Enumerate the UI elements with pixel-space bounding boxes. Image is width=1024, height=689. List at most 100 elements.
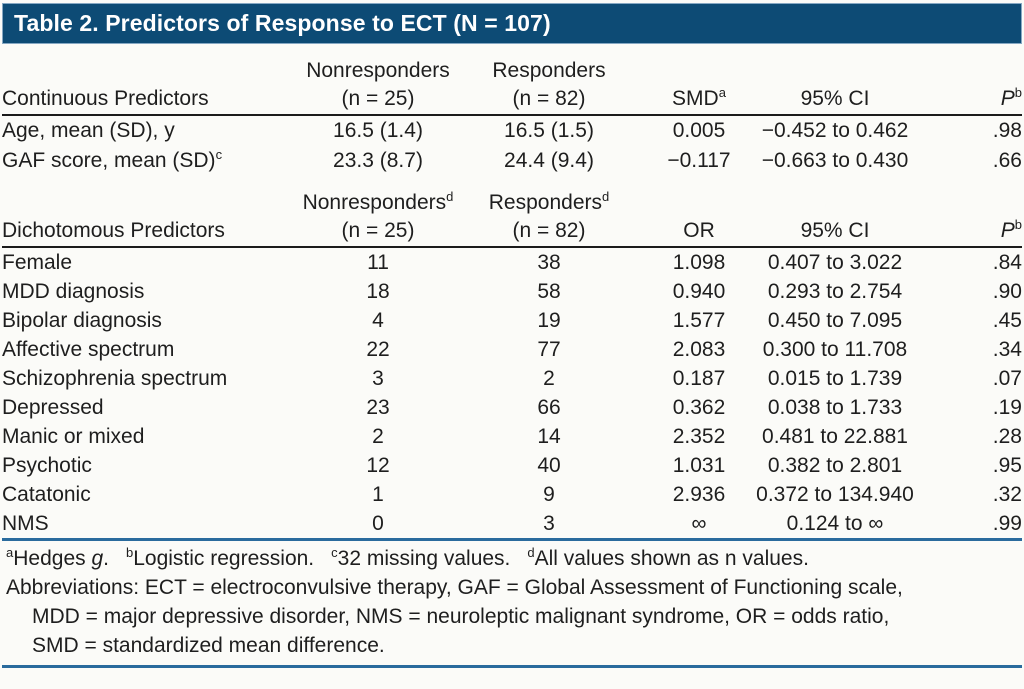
- cell-p: .99: [992, 512, 1022, 535]
- col-header-responders-n: (n = 82): [454, 216, 644, 248]
- cell-ci: −0.452 to 0.462: [761, 119, 909, 142]
- abbreviations-line-2: MDD = major depressive disorder, NMS = n…: [32, 605, 890, 628]
- col-header-nonresponders: Nonrespondersd: [302, 189, 454, 214]
- dichotomous-header-line1: Nonrespondersd Respondersd: [2, 176, 1022, 216]
- col-header-ci: 95% CI: [754, 216, 916, 248]
- spacer-cell: [916, 176, 1022, 216]
- cell-stat: 0.362: [672, 396, 726, 419]
- cell-label: GAF score, mean (SD)c: [2, 147, 223, 172]
- cell-stat: 1.577: [672, 309, 726, 332]
- cell-p: .98: [992, 119, 1022, 142]
- cell-responders: 14: [537, 425, 561, 448]
- spacer-cell: [754, 176, 916, 216]
- superscript: d: [602, 189, 610, 204]
- superscript: c: [331, 545, 338, 560]
- dichotomous-header-line2: Dichotomous Predictors (n = 25) (n = 82)…: [2, 216, 1022, 248]
- table-row: Schizophrenia spectrum 3 2 0.187 0.015 to 1.…: [2, 364, 1022, 393]
- cell-responders: 19: [537, 309, 561, 332]
- footnote-a: aHedges g.: [6, 545, 109, 570]
- cell-ci: 0.124 to ∞: [786, 512, 884, 535]
- cell-label: Catatonic: [2, 483, 91, 506]
- cell-stat: 0.940: [672, 280, 726, 303]
- table-row: Psychotic 12 40 1.031 0.382 to 2.801 .95: [2, 451, 1022, 480]
- cell-ci: 0.407 to 3.022: [767, 251, 903, 274]
- cell-ci: 0.015 to 1.739: [767, 367, 903, 390]
- continuous-header: Nonresponders Responders Continuous Pred…: [2, 44, 1022, 116]
- cell-responders: 66: [537, 396, 561, 419]
- col-header-responders: Responders: [492, 59, 606, 82]
- col-header-responders-n: (n = 82): [454, 84, 644, 116]
- cell-responders: 77: [537, 338, 561, 361]
- cell-stat: −0.117: [667, 149, 731, 172]
- footnotes: aHedges g. bLogistic regression. c32 missi…: [2, 538, 1022, 668]
- cell-ci: 0.450 to 7.095: [767, 309, 903, 332]
- cell-label: Schizophrenia spectrum: [2, 367, 228, 390]
- cell-ci: 0.372 to 134.940: [756, 483, 914, 506]
- cell-label: Female: [2, 251, 73, 274]
- spacer-cell: [644, 44, 754, 84]
- cell-label: Psychotic: [2, 454, 92, 477]
- superscript: b: [125, 545, 134, 560]
- cell-p: .19: [992, 396, 1022, 419]
- cell-nonresponders: 12: [366, 454, 390, 477]
- cell-ci: 0.481 to 22.881: [762, 425, 908, 448]
- cell-responders: 3: [543, 512, 555, 535]
- cell-label: Depressed: [2, 396, 104, 419]
- col-header-p: Pb: [916, 84, 1022, 116]
- cell-label: NMS: [2, 512, 49, 535]
- spacer-cell: [644, 176, 754, 216]
- superscript: d: [527, 545, 535, 560]
- cell-nonresponders: 11: [367, 251, 389, 274]
- cell-p: .28: [992, 425, 1022, 448]
- cell-nonresponders: 16.5 (1.4): [333, 119, 423, 142]
- table-row: NMS 0 3 ∞ 0.124 to ∞ .99: [2, 509, 1022, 538]
- cell-stat: 1.098: [672, 251, 726, 274]
- footnote-symbols-line: aHedges g. bLogistic regression. c32 missi…: [6, 544, 1018, 573]
- table-title: Table 2. Predictors of Response to ECT (…: [14, 10, 551, 36]
- col-header-nonresponders-n: (n = 25): [302, 84, 454, 116]
- spacer-cell: [916, 44, 1022, 84]
- cell-p: .32: [992, 483, 1022, 506]
- table-row: GAF score, mean (SD)c 23.3 (8.7) 24.4 (9.4…: [2, 146, 1022, 176]
- cell-label: Manic or mixed: [2, 425, 145, 448]
- table-figure: Table 2. Predictors of Response to ECT (…: [0, 3, 1024, 689]
- col-header-nonresponders: Nonresponders: [306, 59, 450, 82]
- col-header-responders: Respondersd: [488, 189, 610, 214]
- superscript: d: [446, 189, 454, 204]
- superscript: b: [1014, 217, 1022, 232]
- table-row: Depressed 23 66 0.362 0.038 to 1.733 .19: [2, 393, 1022, 422]
- cell-stat: 0.005: [672, 119, 726, 142]
- cell-label: Bipolar diagnosis: [2, 309, 162, 332]
- table-row: Catatonic 1 9 2.936 0.372 to 134.940 .32: [2, 480, 1022, 509]
- abbreviations-line-1: Abbreviations: ECT = electroconvulsive t…: [6, 576, 903, 599]
- cell-nonresponders: 23: [366, 396, 390, 419]
- cell-nonresponders: 3: [372, 367, 384, 390]
- cell-stat: 2.352: [672, 425, 726, 448]
- table-row: Bipolar diagnosis 4 19 1.577 0.450 to 7.095.…: [2, 306, 1022, 335]
- col-header-p: Pb: [916, 216, 1022, 248]
- continuous-header-line2: Continuous Predictors (n = 25) (n = 82) …: [2, 84, 1022, 116]
- predictors-table: Nonresponders Responders Continuous Pred…: [2, 44, 1022, 538]
- cell-responders: 38: [537, 251, 561, 274]
- cell-stat: 2.083: [672, 338, 726, 361]
- cell-p: .07: [992, 367, 1022, 390]
- cell-p: .90: [992, 280, 1022, 303]
- cell-ci: 0.038 to 1.733: [767, 396, 903, 419]
- dichotomous-header: Nonrespondersd Respondersd Dichotomous P…: [2, 176, 1022, 248]
- superscript: b: [1014, 85, 1022, 100]
- cell-responders: 9: [543, 483, 555, 506]
- superscript: c: [215, 147, 223, 162]
- cell-responders: 2: [543, 367, 555, 390]
- cell-nonresponders: 23.3 (8.7): [333, 149, 423, 172]
- col-header-smd: SMDa: [644, 84, 754, 116]
- col-header-nonresponders-n: (n = 25): [302, 216, 454, 248]
- cell-responders: 24.4 (9.4): [504, 149, 594, 172]
- footnote-c: c32 missing values.: [331, 545, 511, 570]
- cell-stat: ∞: [691, 512, 707, 535]
- cell-nonresponders: 2: [372, 425, 384, 448]
- cell-responders: 58: [537, 280, 561, 303]
- col-header-dichotomous-predictors: Dichotomous Predictors: [2, 216, 302, 248]
- cell-label: Age, mean (SD), y: [2, 119, 175, 142]
- cell-nonresponders: 22: [366, 338, 390, 361]
- footnote-d: dAll values shown as n values.: [527, 545, 809, 570]
